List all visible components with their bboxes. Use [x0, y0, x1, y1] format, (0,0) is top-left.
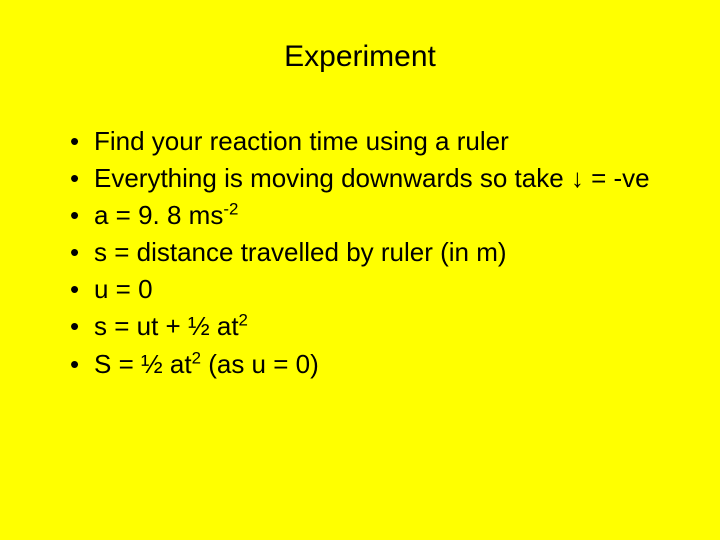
bullet-item: a = 9. 8 ms-2 — [70, 198, 690, 233]
slide-title: Experiment — [30, 40, 690, 74]
bullet-item: Find your reaction time using a ruler — [70, 124, 690, 159]
bullet-item: Everything is moving downwards so take ↓… — [70, 161, 690, 196]
bullet-item: s = distance travelled by ruler (in m) — [70, 235, 690, 270]
bullet-item: u = 0 — [70, 272, 690, 307]
bullet-item: s = ut + ½ at2 — [70, 309, 690, 344]
bullet-item: S = ½ at2 (as u = 0) — [70, 347, 690, 382]
bullet-list: Find your reaction time using a ruler Ev… — [30, 124, 690, 382]
slide: Experiment Find your reaction time using… — [0, 0, 720, 540]
